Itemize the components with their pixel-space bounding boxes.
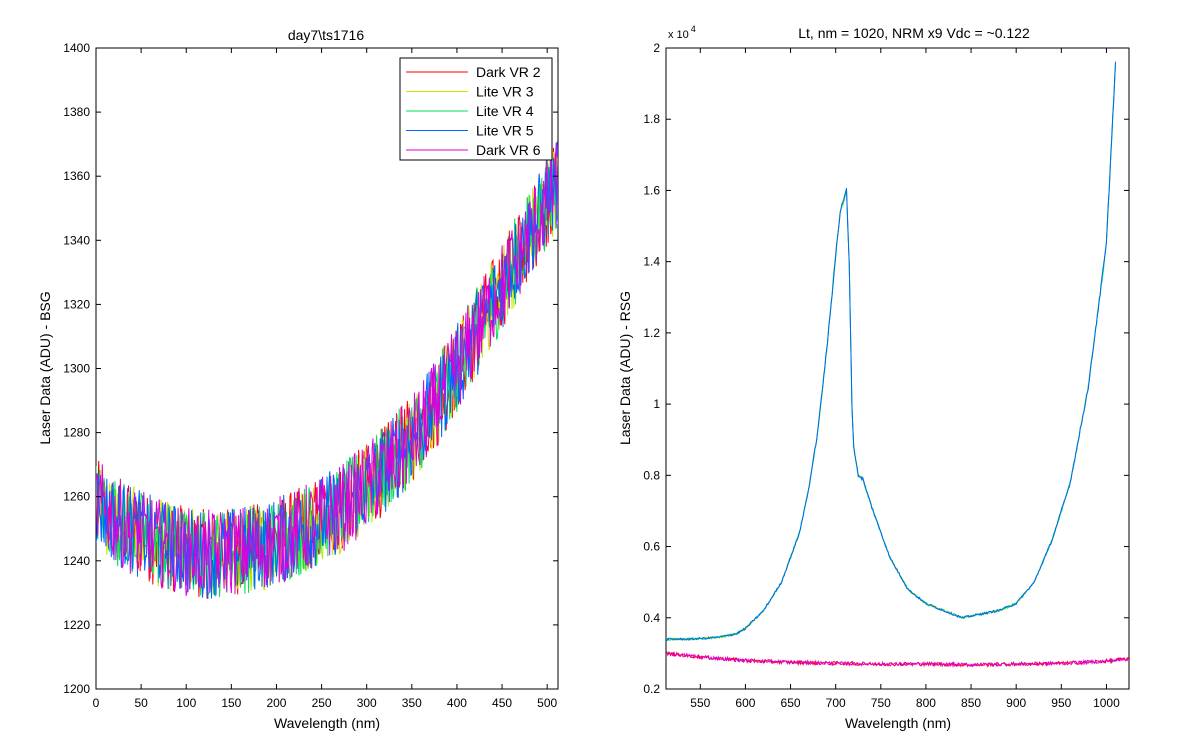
- left-y-axis-ticks: 1200 1220 1240 1260 1280 1300 1320 1340 1360 1380…: [63, 41, 558, 696]
- right-y-axis-label: Laser Data (ADU) - RSG: [617, 291, 633, 445]
- right-y-tick-label: 1.8: [643, 112, 660, 126]
- right-y-tick-label: 1.4: [643, 255, 660, 269]
- legend-label: Dark VR 2: [476, 64, 541, 80]
- right-y-tick-label: 0.6: [643, 540, 660, 554]
- left-x-tick-label: 100: [176, 696, 196, 710]
- right-x-axis-label: Wavelength (nm): [845, 715, 951, 731]
- left-x-tick-label: 350: [402, 696, 422, 710]
- right-x-tick-label: 1000: [1093, 696, 1120, 710]
- right-y-tick-label: 0.2: [643, 682, 660, 696]
- right-x-tick-label: 950: [1051, 696, 1071, 710]
- right-y-tick-label: 0.8: [643, 468, 660, 482]
- left-y-axis-label: Laser Data (ADU) - BSG: [37, 291, 53, 444]
- right-x-tick-label: 650: [781, 696, 801, 710]
- right-x-axis-ticks: 550 600 650 700 750 800 850 900 950 1000: [690, 48, 1120, 710]
- left-x-tick-label: 500: [537, 696, 557, 710]
- left-y-tick-label: 1300: [63, 362, 90, 376]
- left-y-tick-label: 1200: [63, 682, 90, 696]
- right-x-tick-label: 550: [690, 696, 710, 710]
- left-chart-title: day7\ts1716: [288, 27, 364, 43]
- legend-label: Dark VR 6: [476, 142, 541, 158]
- right-chart-title: Lt, nm = 1020, NRM x9 Vdc = ~0.122: [798, 25, 1030, 41]
- left-x-tick-label: 200: [266, 696, 286, 710]
- right-y-tick-label: 1.6: [643, 183, 660, 197]
- legend-label: Lite VR 5: [476, 123, 534, 139]
- right-x-tick-label: 800: [916, 696, 936, 710]
- left-chart: day7\ts1716 0 50 100 150 200 250 300 350 400 450 5…: [37, 27, 559, 731]
- left-y-tick-label: 1240: [63, 554, 90, 568]
- right-x-tick-label: 700: [826, 696, 846, 710]
- left-x-tick-label: 450: [492, 696, 512, 710]
- left-y-tick-label: 1340: [63, 233, 90, 247]
- right-x-tick-label: 850: [961, 696, 981, 710]
- right-series-line-1-3: [666, 61, 1116, 642]
- left-series-line-5: [96, 142, 558, 596]
- left-x-axis-label: Wavelength (nm): [274, 715, 380, 731]
- left-y-tick-label: 1400: [63, 41, 90, 55]
- left-legend-box: [399, 57, 553, 161]
- legend-label: Lite VR 3: [476, 84, 534, 100]
- left-legend: Dark VR 2 Lite VR 3 Lite VR 4 Lite VR 5 Dark…: [399, 57, 553, 161]
- right-x-tick-label: 900: [1006, 696, 1026, 710]
- left-x-tick-label: 150: [221, 696, 241, 710]
- left-y-tick-label: 1360: [63, 169, 90, 183]
- left-series-group: [96, 141, 558, 600]
- left-x-tick-label: 250: [312, 696, 332, 710]
- left-x-tick-label: 50: [134, 696, 148, 710]
- right-y-tick-label: 1.2: [643, 326, 660, 340]
- left-y-tick-label: 1380: [63, 105, 90, 119]
- right-y-tick-label: 1: [653, 397, 660, 411]
- right-plot-area: [665, 47, 1130, 690]
- left-y-tick-label: 1320: [63, 297, 90, 311]
- left-y-tick-label: 1280: [63, 426, 90, 440]
- left-x-tick-label: 300: [357, 696, 377, 710]
- right-y-axis-ticks: 0.2 0.4 0.6 0.8 1 1.2 1.4 1.6 1.8 2: [643, 41, 1129, 696]
- right-series-line-2-2: [666, 651, 1129, 669]
- left-x-axis-ticks: 0 50 100 150 200 250 300 350 400 450 500: [93, 48, 558, 710]
- left-x-tick-label: 0: [93, 696, 100, 710]
- right-y-multiplier: x 10 4: [668, 24, 696, 41]
- right-x-tick-label: 600: [735, 696, 755, 710]
- left-y-tick-label: 1260: [63, 490, 90, 504]
- legend-label: Lite VR 4: [476, 103, 534, 119]
- right-series-group: [666, 61, 1129, 669]
- right-y-tick-label: 0.4: [643, 611, 660, 625]
- right-chart: Lt, nm = 1020, NRM x9 Vdc = ~0.122 x 10 4…: [617, 24, 1130, 731]
- right-x-tick-label: 750: [871, 696, 891, 710]
- left-y-tick-label: 1220: [63, 618, 90, 632]
- right-y-tick-label: 2: [653, 41, 660, 55]
- left-x-tick-label: 400: [447, 696, 467, 710]
